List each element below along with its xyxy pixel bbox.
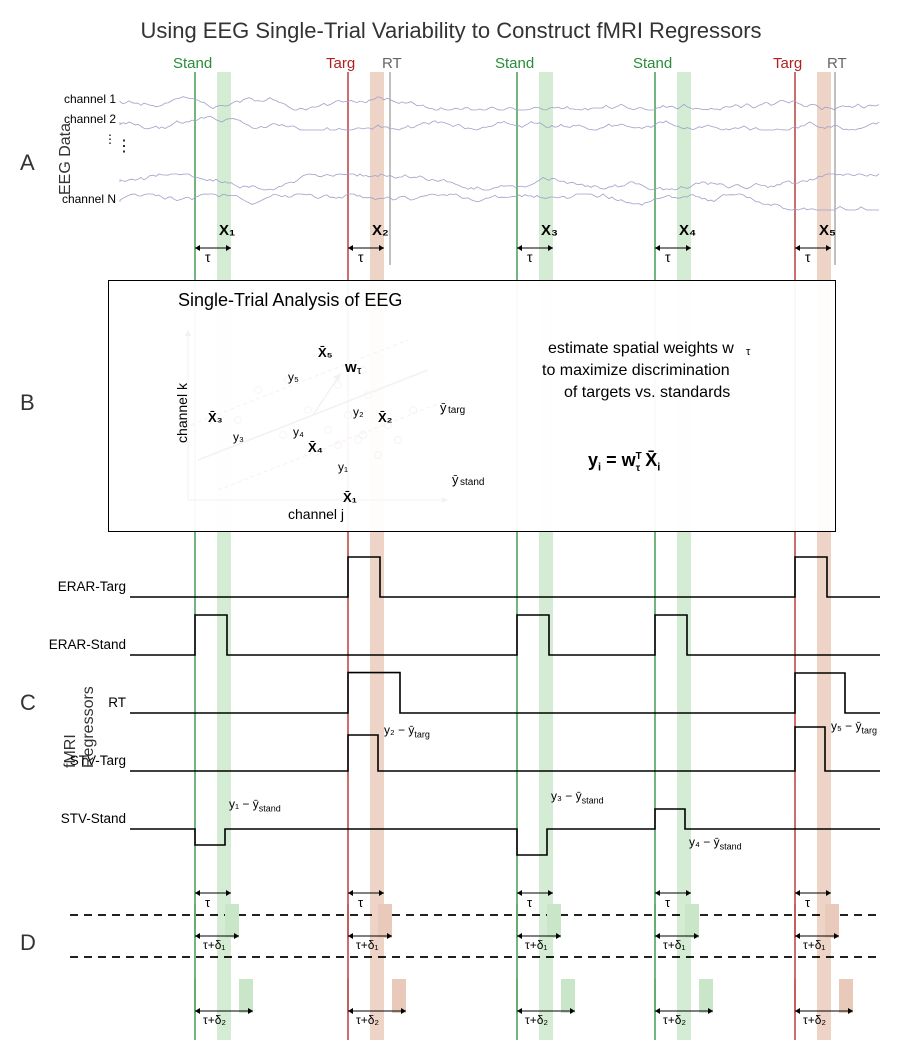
panel-b-title: Single-Trial Analysis of EEG	[178, 290, 402, 311]
regressor-label: STV-Targ	[40, 753, 126, 768]
rt-label: RT	[827, 55, 847, 72]
event-label: Targ	[326, 55, 355, 72]
delta-label: τ+δ₂	[663, 1013, 686, 1027]
tau-label: τ	[665, 249, 671, 265]
panel-b-text: estimate spatial weights w	[548, 340, 734, 358]
regressor-label: ERAR-Stand	[40, 637, 126, 652]
xi-label: X₃	[541, 222, 558, 239]
tau-label: τ	[805, 249, 811, 265]
event-label: Stand	[633, 55, 672, 72]
event-label: Stand	[173, 55, 212, 72]
delta-label: τ+δ₂	[356, 1013, 379, 1027]
regressor-label: RT	[40, 695, 126, 710]
channel-label: channel N	[52, 192, 116, 206]
w-vector-label: w	[345, 359, 357, 376]
axis-x-label: channel j	[288, 506, 344, 522]
tau-label: τ	[205, 249, 211, 265]
channel-label: channel 1	[52, 92, 116, 106]
delta-label: τ+δ₁	[356, 938, 378, 952]
tau-label: τ	[358, 249, 364, 265]
xi-label: X₂	[372, 222, 389, 239]
regressor-label: STV-Stand	[40, 811, 126, 826]
channel-label: ⋮	[52, 132, 116, 146]
xi-label: X₁	[219, 222, 235, 239]
event-label: Targ	[773, 55, 802, 72]
delta-label: τ+δ₁	[525, 938, 547, 952]
tau-label: τ	[527, 249, 533, 265]
panel-b-eq: yi = wTτ X̄i	[588, 450, 660, 474]
xi-label: X₄	[679, 222, 696, 239]
rt-label: RT	[382, 55, 402, 72]
delta-label: τ+δ₁	[203, 938, 225, 952]
delta-label: τ+δ₂	[525, 1013, 548, 1027]
channel-label: channel 2	[52, 112, 116, 126]
delta-label: τ+δ₁	[803, 938, 825, 952]
xi-label: X₅	[819, 222, 836, 239]
regressor-label: ERAR-Targ	[40, 579, 126, 594]
delta-label: τ+δ₂	[803, 1013, 826, 1027]
event-label: Stand	[495, 55, 534, 72]
panel-b-box	[108, 280, 836, 532]
figure-root: Using EEG Single-Trial Variability to Co…	[0, 0, 902, 1050]
axis-y-label: channel k	[174, 383, 190, 443]
delta-label: τ+δ₂	[203, 1013, 226, 1027]
delta-label: τ+δ₁	[663, 938, 685, 952]
